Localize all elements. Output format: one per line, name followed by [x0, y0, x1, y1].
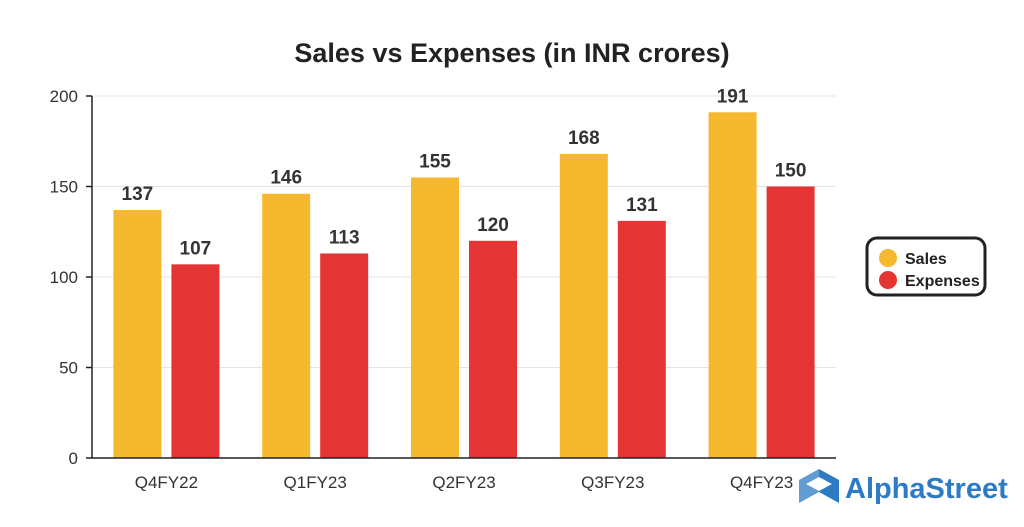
legend-label-expenses: Expenses [905, 273, 980, 290]
bar-expenses-q2fy23 [469, 240, 517, 458]
bar-expenses-q1fy23 [320, 253, 369, 458]
legend-swatch-sales [879, 249, 897, 267]
y-tick-label: 100 [50, 268, 78, 287]
y-tick-label: 0 [69, 449, 78, 468]
legend-swatch-expenses [879, 271, 897, 289]
data-label-sales: 191 [717, 86, 749, 107]
legend: Sales Expenses [865, 236, 987, 297]
data-label-expenses: 113 [329, 227, 360, 248]
y-tick-label: 150 [50, 178, 78, 197]
x-tick-label: Q2FY23 [432, 473, 495, 492]
y-tick-label: 50 [59, 359, 78, 378]
data-label-sales: 137 [122, 184, 154, 205]
bar-expenses-q3fy23 [617, 220, 666, 458]
data-label-expenses: 131 [626, 195, 658, 216]
legend-label-sales: Sales [905, 251, 947, 268]
x-tick-label: Q4FY23 [730, 473, 793, 492]
bar-sales-q3fy23 [559, 153, 608, 459]
bar-sales-q4fy23 [708, 112, 757, 458]
data-label-expenses: 120 [477, 215, 509, 236]
data-label-expenses: 150 [775, 161, 807, 182]
data-label-expenses: 107 [180, 238, 212, 259]
bar-sales-q4fy22 [113, 210, 162, 458]
bar-sales-q2fy23 [411, 177, 459, 458]
bar-expenses-q4fy23 [766, 186, 815, 458]
data-labels: 137 107 146 113 155 120 168 131 191 150 [122, 86, 807, 259]
bar-expenses-q4fy22 [171, 264, 220, 458]
x-axis: Q4FY22 Q1FY23 Q2FY23 Q3FY23 Q4FY23 [92, 457, 836, 492]
y-axis: 0 50 100 150 200 [50, 87, 93, 468]
data-label-sales: 146 [270, 168, 302, 189]
brand-name: AlphaStreet [845, 473, 1008, 505]
data-label-sales: 155 [419, 151, 451, 172]
data-label-sales: 168 [568, 128, 600, 149]
alphastreet-logo-icon [799, 469, 839, 503]
chart-title: Sales vs Expenses (in INR crores) [294, 38, 729, 68]
x-tick-label: Q4FY22 [135, 473, 198, 492]
bar-sales-q1fy23 [262, 193, 311, 459]
x-tick-label: Q1FY23 [284, 473, 347, 492]
x-tick-label: Q3FY23 [581, 473, 644, 492]
y-tick-label: 200 [50, 87, 78, 106]
bars [113, 112, 815, 459]
brand-logo: AlphaStreet [799, 469, 1008, 505]
